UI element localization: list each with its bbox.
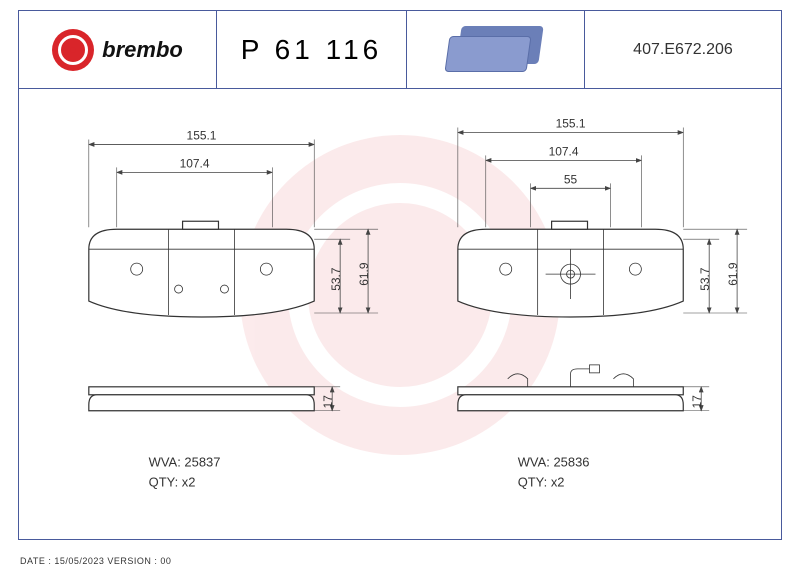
val-qty-r: x2 <box>551 475 565 490</box>
dim-right-w-center: 55 <box>564 172 578 186</box>
dim-left-h-inner: 53.7 <box>329 267 343 291</box>
brembo-logo-icon <box>52 29 94 71</box>
label-qty-l: QTY: <box>149 475 179 490</box>
drawing-frame: brembo P 61 116 407.E672.206 <box>18 10 782 540</box>
svg-text:WVA: 25836: WVA: 25836 <box>518 455 590 470</box>
brand-name: brembo <box>102 37 183 63</box>
footer-date-version: DATE : 15/05/2023 VERSION : 00 <box>20 556 171 566</box>
dim-right-thickness: 17 <box>690 395 704 409</box>
val-wva-r: 25836 <box>553 455 589 470</box>
brake-pad-3d-icon <box>441 26 551 74</box>
dim-right-h-overall: 61.9 <box>726 262 740 286</box>
reference-code: 407.E672.206 <box>585 11 781 88</box>
label-wva-r: WVA: <box>518 455 550 470</box>
dim-left-width-inner: 107.4 <box>180 156 210 170</box>
svg-text:QTY: x2: QTY: x2 <box>149 475 196 490</box>
val-qty-l: x2 <box>182 475 196 490</box>
label-qty-r: QTY: <box>518 475 548 490</box>
val-wva-l: 25837 <box>184 455 220 470</box>
left-pad-front: 155.1 107.4 <box>89 128 378 317</box>
label-wva-l: WVA: <box>149 455 181 470</box>
dim-left-width-overall: 155.1 <box>187 128 217 142</box>
part-number: P 61 116 <box>217 11 407 88</box>
dim-right-h-inner: 53.7 <box>698 267 712 291</box>
technical-drawing: 155.1 107.4 <box>19 89 781 541</box>
dim-right-w-overall: 155.1 <box>556 116 586 130</box>
dim-left-thickness: 17 <box>321 395 335 409</box>
header-row: brembo P 61 116 407.E672.206 <box>19 11 781 89</box>
logo-cell: brembo <box>19 11 217 88</box>
product-thumbnail <box>407 11 585 88</box>
right-pad-side: 17 <box>458 365 709 411</box>
right-pad-front: 155.1 107.4 55 <box>458 116 747 317</box>
dim-right-w-inner: 107.4 <box>549 144 579 158</box>
svg-text:WVA: 25837: WVA: 25837 <box>149 455 221 470</box>
svg-text:QTY: x2: QTY: x2 <box>518 475 565 490</box>
dim-left-h-overall: 61.9 <box>357 262 371 286</box>
drawing-body: 155.1 107.4 <box>19 89 781 541</box>
left-pad-side: 17 <box>89 387 340 411</box>
